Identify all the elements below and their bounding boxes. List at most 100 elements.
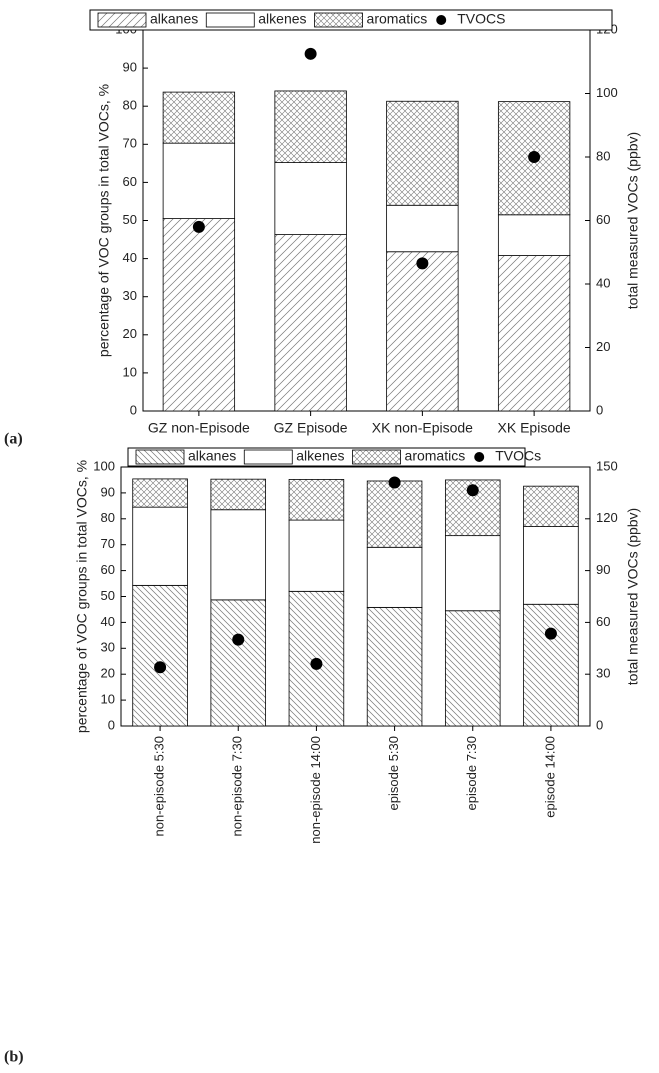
x-tick-label: non-episode 7:30 — [230, 736, 245, 836]
y-axis-label: percentage of VOC groups in total VOCs, … — [96, 84, 112, 357]
x-tick-label: episode 5:30 — [386, 736, 401, 810]
y-tick-label: 70 — [123, 136, 137, 151]
panel-label: (b) — [4, 1049, 24, 1066]
y-tick-label: 30 — [123, 288, 137, 303]
legend-label: alkanes — [150, 11, 198, 27]
tvoc-point — [388, 476, 401, 489]
legend-label: TVOCs — [495, 448, 541, 464]
bar-segment — [497, 255, 571, 412]
y2-axis-label: total measured VOCs (ppbv) — [625, 132, 641, 309]
x-tick-label: XK Episode — [498, 420, 571, 436]
y-tick-label: 60 — [101, 562, 115, 577]
y-tick-label: 80 — [101, 510, 115, 525]
bar-segment — [444, 610, 501, 727]
y-tick-label: 0 — [108, 717, 115, 732]
y2-tick-label: 60 — [596, 212, 610, 227]
y-tick-label: 60 — [123, 174, 137, 189]
bar-segment — [132, 478, 188, 508]
legend-swatch — [205, 12, 255, 28]
bar-segment — [162, 91, 236, 144]
x-tick-label: XK non-Episode — [372, 420, 473, 436]
x-tick-label: non-episode 5:30 — [152, 736, 167, 836]
y-tick-label: 0 — [130, 402, 137, 417]
legend-label: aromatics — [405, 448, 466, 464]
x-tick-label: episode 7:30 — [464, 736, 479, 810]
y2-tick-label: 120 — [596, 510, 618, 525]
tvoc-point — [544, 627, 557, 640]
y2-tick-label: 80 — [596, 148, 610, 163]
y-tick-label: 10 — [101, 692, 115, 707]
legend-label: alkenes — [296, 448, 344, 464]
y-tick-label: 90 — [123, 60, 137, 75]
tvoc-point — [466, 484, 479, 497]
x-tick-label: GZ Episode — [274, 420, 348, 436]
y2-axis-label: total measured VOCs (ppbv) — [625, 508, 641, 685]
bar-segment — [210, 599, 267, 727]
y-tick-label: 50 — [123, 212, 137, 227]
y-tick-label: 40 — [101, 614, 115, 629]
y-tick-label: 90 — [101, 484, 115, 499]
bar-segment — [366, 546, 423, 608]
bar-segment — [386, 204, 459, 253]
y2-tick-label: 40 — [596, 275, 610, 290]
y-tick-label: 50 — [101, 588, 115, 603]
tvoc-point — [310, 657, 323, 670]
y2-tick-label: 20 — [596, 339, 610, 354]
bar-segment — [274, 234, 347, 412]
y2-tick-label: 150 — [596, 458, 618, 473]
bar-segment — [132, 506, 188, 586]
y-axis-label: percentage of VOC groups in total VOCs, … — [74, 460, 90, 733]
y-tick-label: 20 — [101, 666, 115, 681]
x-tick-label: GZ non-Episode — [148, 420, 250, 436]
x-tick-label: episode 14:00 — [542, 736, 557, 818]
legend-label: TVOCS — [457, 11, 505, 27]
y2-tick-label: 100 — [596, 85, 618, 100]
bar-segment — [366, 480, 423, 548]
y2-tick-label: 90 — [596, 562, 610, 577]
tvoc-point — [232, 633, 245, 646]
bar-segment — [444, 535, 501, 612]
y-tick-label: 100 — [93, 458, 115, 473]
legend-swatch — [243, 449, 293, 465]
y2-tick-label: 0 — [596, 717, 603, 732]
bar-segment — [288, 479, 345, 521]
legend-swatch — [97, 12, 147, 28]
tvoc-point — [154, 661, 167, 674]
bar-segment — [210, 478, 267, 511]
bar-segment — [523, 603, 579, 727]
bar-segment — [386, 251, 459, 412]
bar-segment — [523, 526, 579, 605]
bar-segment — [274, 162, 347, 235]
y-tick-label: 70 — [101, 536, 115, 551]
y2-tick-label: 0 — [596, 402, 603, 417]
bar-segment — [274, 90, 347, 163]
bar-segment — [288, 519, 345, 592]
tvoc-point — [528, 151, 541, 163]
y-tick-label: 30 — [101, 640, 115, 655]
panel-label: (a) — [4, 431, 23, 448]
y-tick-label: 10 — [123, 364, 137, 379]
legend-swatch — [135, 449, 185, 465]
y-tick-label: 80 — [123, 98, 137, 113]
legend-swatch — [314, 12, 363, 28]
legend-label: aromatics — [367, 11, 428, 27]
legend-label: alkanes — [188, 448, 236, 464]
legend-marker — [474, 452, 485, 462]
y2-tick-label: 60 — [596, 614, 610, 629]
tvoc-point — [416, 257, 429, 270]
x-tick-label: non-episode 14:00 — [308, 736, 323, 844]
legend-label: alkenes — [258, 11, 306, 27]
bar-segment — [497, 214, 571, 256]
legend-box — [127, 447, 526, 467]
y-tick-label: 40 — [123, 250, 137, 265]
bar-segment — [162, 218, 236, 412]
legend-marker — [436, 15, 447, 25]
bar-segment — [386, 100, 459, 206]
tvoc-point — [192, 220, 205, 233]
tvoc-point — [304, 47, 317, 60]
legend-swatch — [352, 449, 401, 465]
bar-segment — [523, 485, 579, 527]
plot-frame — [120, 466, 591, 727]
y2-tick-label: 30 — [596, 666, 610, 681]
